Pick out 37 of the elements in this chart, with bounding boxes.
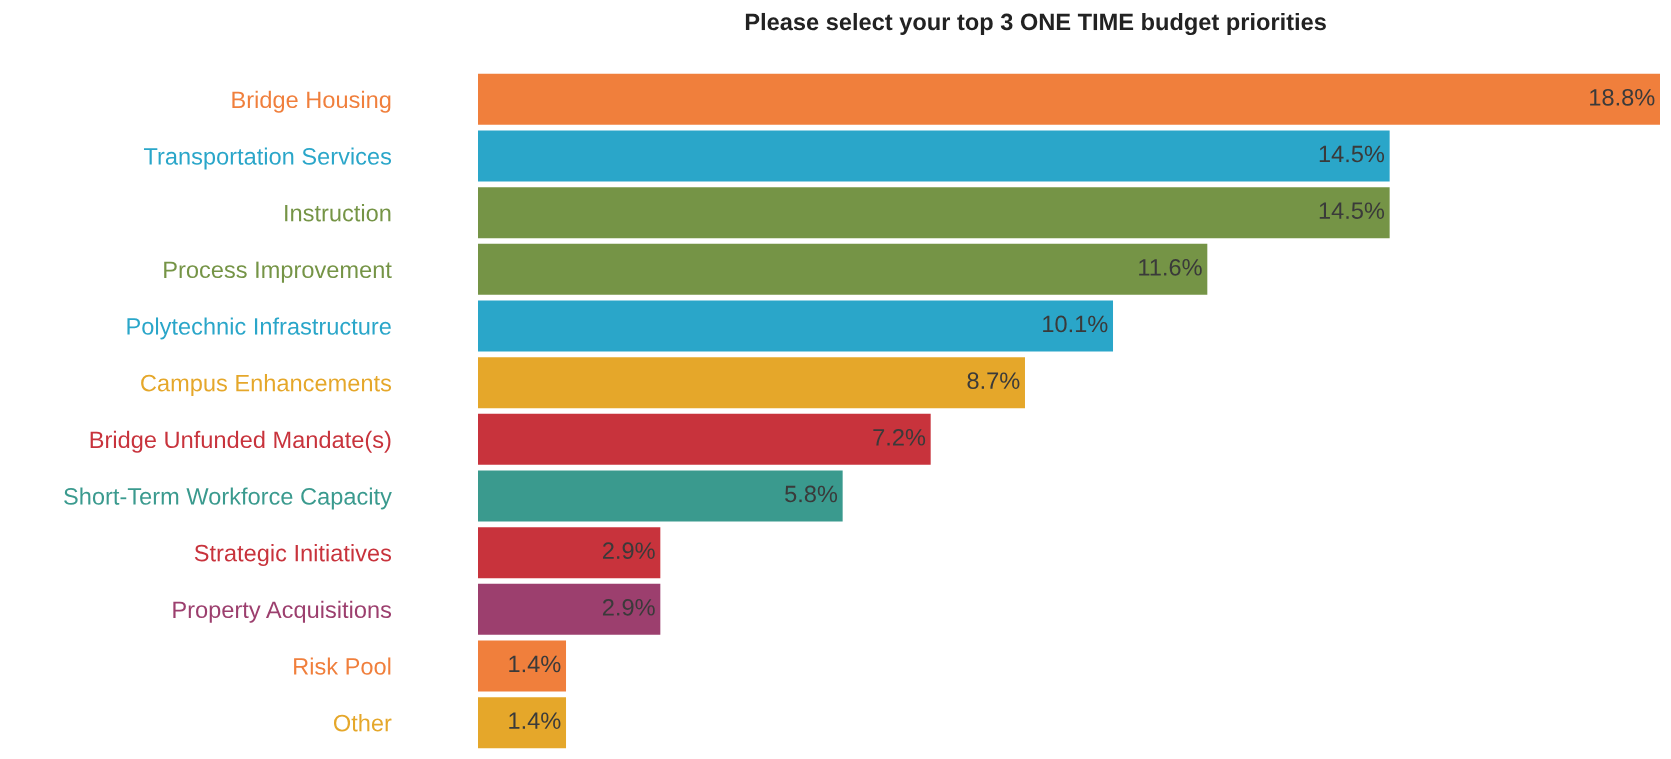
- data-label: 2.9%: [602, 598, 655, 616]
- data-label: 10.1%: [1043, 315, 1108, 333]
- y-tick-label: Strategic Initiatives: [194, 544, 392, 567]
- bar: [478, 413, 931, 465]
- data-label: 1.4%: [509, 712, 561, 729]
- bar: [478, 130, 1390, 182]
- bar: [478, 527, 661, 579]
- data-label: 5.8%: [785, 485, 838, 503]
- data-label: 8.7%: [967, 372, 1020, 389]
- bar: [478, 243, 1208, 295]
- y-tick-label: Campus Enhancements: [141, 374, 392, 397]
- y-tick-label: Bridge Unfunded Mandate(s): [90, 430, 391, 453]
- y-tick-label: Process Improvement: [164, 261, 392, 283]
- data-label: 14.5%: [1319, 202, 1385, 219]
- bar: [478, 640, 567, 692]
- y-tick-label: Short-Term Workforce Capacity: [64, 487, 392, 510]
- bar: [478, 187, 1390, 239]
- bar: [478, 300, 1114, 352]
- bar: [478, 357, 1025, 409]
- data-label: 18.8%: [1590, 88, 1655, 106]
- chart-title: Please select your top 3 ONE TIME budget priorities: [745, 12, 1326, 36]
- y-tick-label: Risk Pool: [294, 657, 391, 675]
- y-tick-label: Other: [333, 714, 392, 732]
- y-tick-label: Bridge Housing: [232, 90, 391, 113]
- data-label: 11.6%: [1139, 258, 1202, 276]
- data-label: 2.9%: [602, 542, 655, 559]
- y-tick-label: Instruction: [285, 204, 391, 222]
- y-tick-label: Transportation Services: [143, 147, 392, 170]
- data-label: 14.5%: [1319, 145, 1385, 163]
- bar: [478, 73, 1660, 125]
- y-tick-label: Property Acquisitions: [173, 600, 392, 623]
- y-tick-label: Polytechnic Infrastructure: [127, 317, 391, 340]
- bar: [478, 583, 661, 635]
- bar: [478, 697, 567, 749]
- data-label: 1.4%: [509, 655, 561, 673]
- bar: [478, 470, 843, 522]
- data-label: 7.2%: [873, 428, 926, 446]
